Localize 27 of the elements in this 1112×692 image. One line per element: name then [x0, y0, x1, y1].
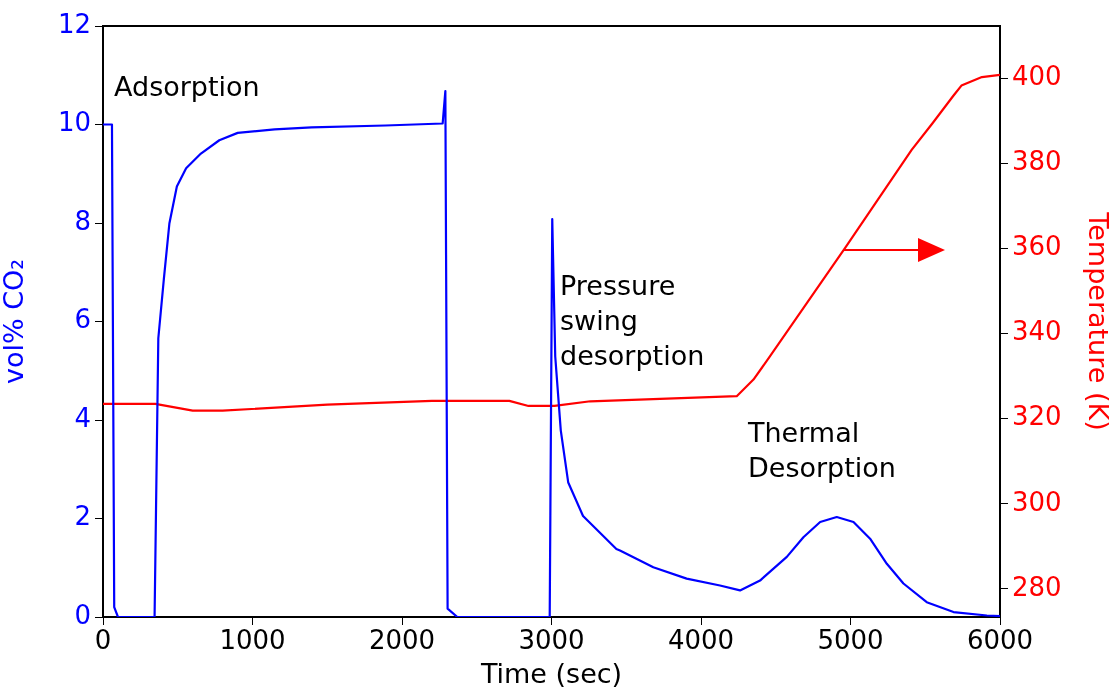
x-tick-label: 0 — [94, 625, 112, 656]
x-axis-title: Time (sec) — [479, 657, 623, 689]
y2-tick-label: 300 — [1012, 486, 1062, 517]
y-tick-label: 2 — [74, 501, 91, 532]
y-tick-label: 4 — [74, 402, 91, 433]
y2-tick-label: 280 — [1012, 571, 1062, 602]
y-axis-title: vol% CO₂ — [0, 258, 30, 385]
x-tick-label: 3000 — [518, 625, 585, 656]
y2-tick-label: 380 — [1012, 146, 1062, 177]
x-tick-label: 4000 — [667, 625, 735, 656]
y2-tick-label: 400 — [1012, 61, 1062, 92]
annotation: Pressure swing desorption — [560, 269, 706, 373]
x-tick-label: 5000 — [817, 625, 884, 656]
y-tick-label: 12 — [57, 8, 91, 39]
y-tick-label: 0 — [74, 599, 91, 630]
x-tick-label: 6000 — [966, 625, 1034, 656]
y-tick-label: 6 — [74, 304, 91, 335]
y2-axis-title: Temperature (K) — [1082, 211, 1112, 431]
annotation: Thermal Desorption — [748, 416, 897, 485]
y-tick-label: 8 — [74, 205, 91, 236]
y2-tick-label: 320 — [1012, 401, 1062, 432]
annotation: Adsorption — [114, 70, 261, 104]
x-tick-label: 2000 — [368, 625, 436, 656]
x-tick-label: 1000 — [219, 625, 286, 656]
y2-tick-label: 340 — [1012, 316, 1062, 347]
y2-tick-label: 360 — [1012, 231, 1062, 262]
y-tick-label: 10 — [57, 107, 91, 138]
